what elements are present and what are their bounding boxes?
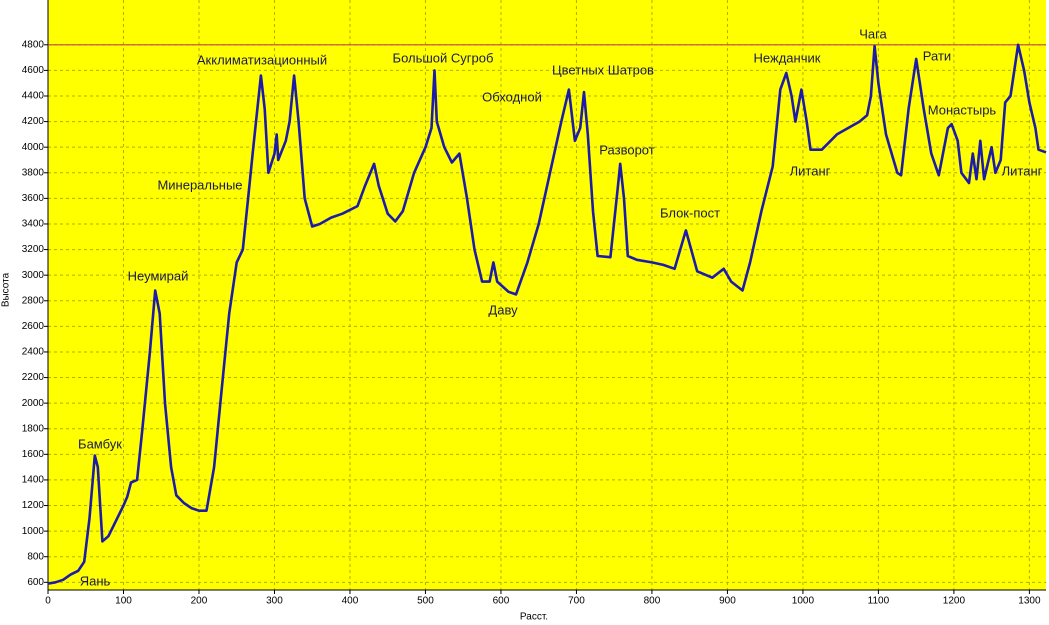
x-tick-label: 800	[644, 596, 661, 607]
x-tick-label: 900	[719, 596, 736, 607]
x-tick-label: 300	[266, 596, 283, 607]
annotation: Рати	[923, 48, 951, 63]
y-tick-label: 4200	[22, 116, 45, 127]
y-tick-label: 4600	[22, 65, 45, 76]
y-tick-label: 3600	[22, 193, 45, 204]
x-tick-label: 600	[493, 596, 510, 607]
y-tick-label: 4800	[22, 39, 45, 50]
y-tick-label: 2800	[22, 295, 45, 306]
x-tick-label: 700	[568, 596, 585, 607]
annotation: Обходной	[482, 89, 542, 104]
y-tick-label: 4400	[22, 91, 45, 102]
annotation: Чага	[859, 26, 887, 41]
annotation: Большой Сугроб	[393, 50, 494, 65]
y-tick-label: 800	[27, 551, 44, 562]
x-axis-label: Расст.	[520, 612, 548, 623]
x-tick-label: 1000	[792, 596, 815, 607]
y-tick-label: 1400	[22, 475, 45, 486]
x-tick-label: 500	[417, 596, 434, 607]
annotation: Даву	[488, 302, 518, 317]
y-tick-label: 2000	[22, 398, 45, 409]
annotation: Блок-пост	[660, 205, 720, 220]
annotation: Неумирай	[128, 268, 189, 283]
y-tick-label: 4000	[22, 142, 45, 153]
annotation: Акклиматизационный	[197, 52, 327, 67]
elevation-line	[47, 43, 1047, 585]
x-tick-label: 1200	[943, 596, 966, 607]
y-tick-label: 1600	[22, 449, 45, 460]
x-tick-label: 200	[191, 596, 208, 607]
y-axis-label: Высота	[1, 272, 12, 307]
x-tick-label: 0	[45, 596, 51, 607]
y-tick-label: 1200	[22, 500, 45, 511]
plot-area	[48, 0, 1046, 590]
x-tick-label: 1100	[868, 596, 890, 607]
annotation: Яань	[80, 573, 111, 588]
y-tick-label: 3800	[22, 167, 45, 178]
annotation: Цветных Шатров	[552, 62, 654, 77]
y-tick-label: 3200	[22, 244, 45, 255]
y-tick-label: 1000	[22, 526, 45, 537]
y-tick-label: 2400	[22, 347, 45, 358]
annotation: Минеральные	[157, 177, 242, 192]
y-tick-label: 2600	[22, 321, 45, 332]
x-tick-label: 1300	[1018, 596, 1041, 607]
x-tick-label: 400	[342, 596, 359, 607]
y-tick-label: 3000	[22, 270, 45, 281]
annotation: Монастырь	[928, 102, 997, 117]
annotation: Нежданчик	[754, 50, 821, 65]
annotation: Бамбук	[78, 436, 122, 451]
y-tick-label: 2200	[22, 372, 45, 383]
annotation: Разворот	[599, 142, 654, 157]
y-tick-label: 1800	[22, 423, 45, 434]
y-tick-label: 3400	[22, 219, 45, 230]
annotation: Литанг	[790, 163, 831, 178]
x-tick-label: 100	[115, 596, 132, 607]
annotation: Литанг	[1002, 163, 1043, 178]
y-tick-label: 600	[27, 577, 44, 588]
